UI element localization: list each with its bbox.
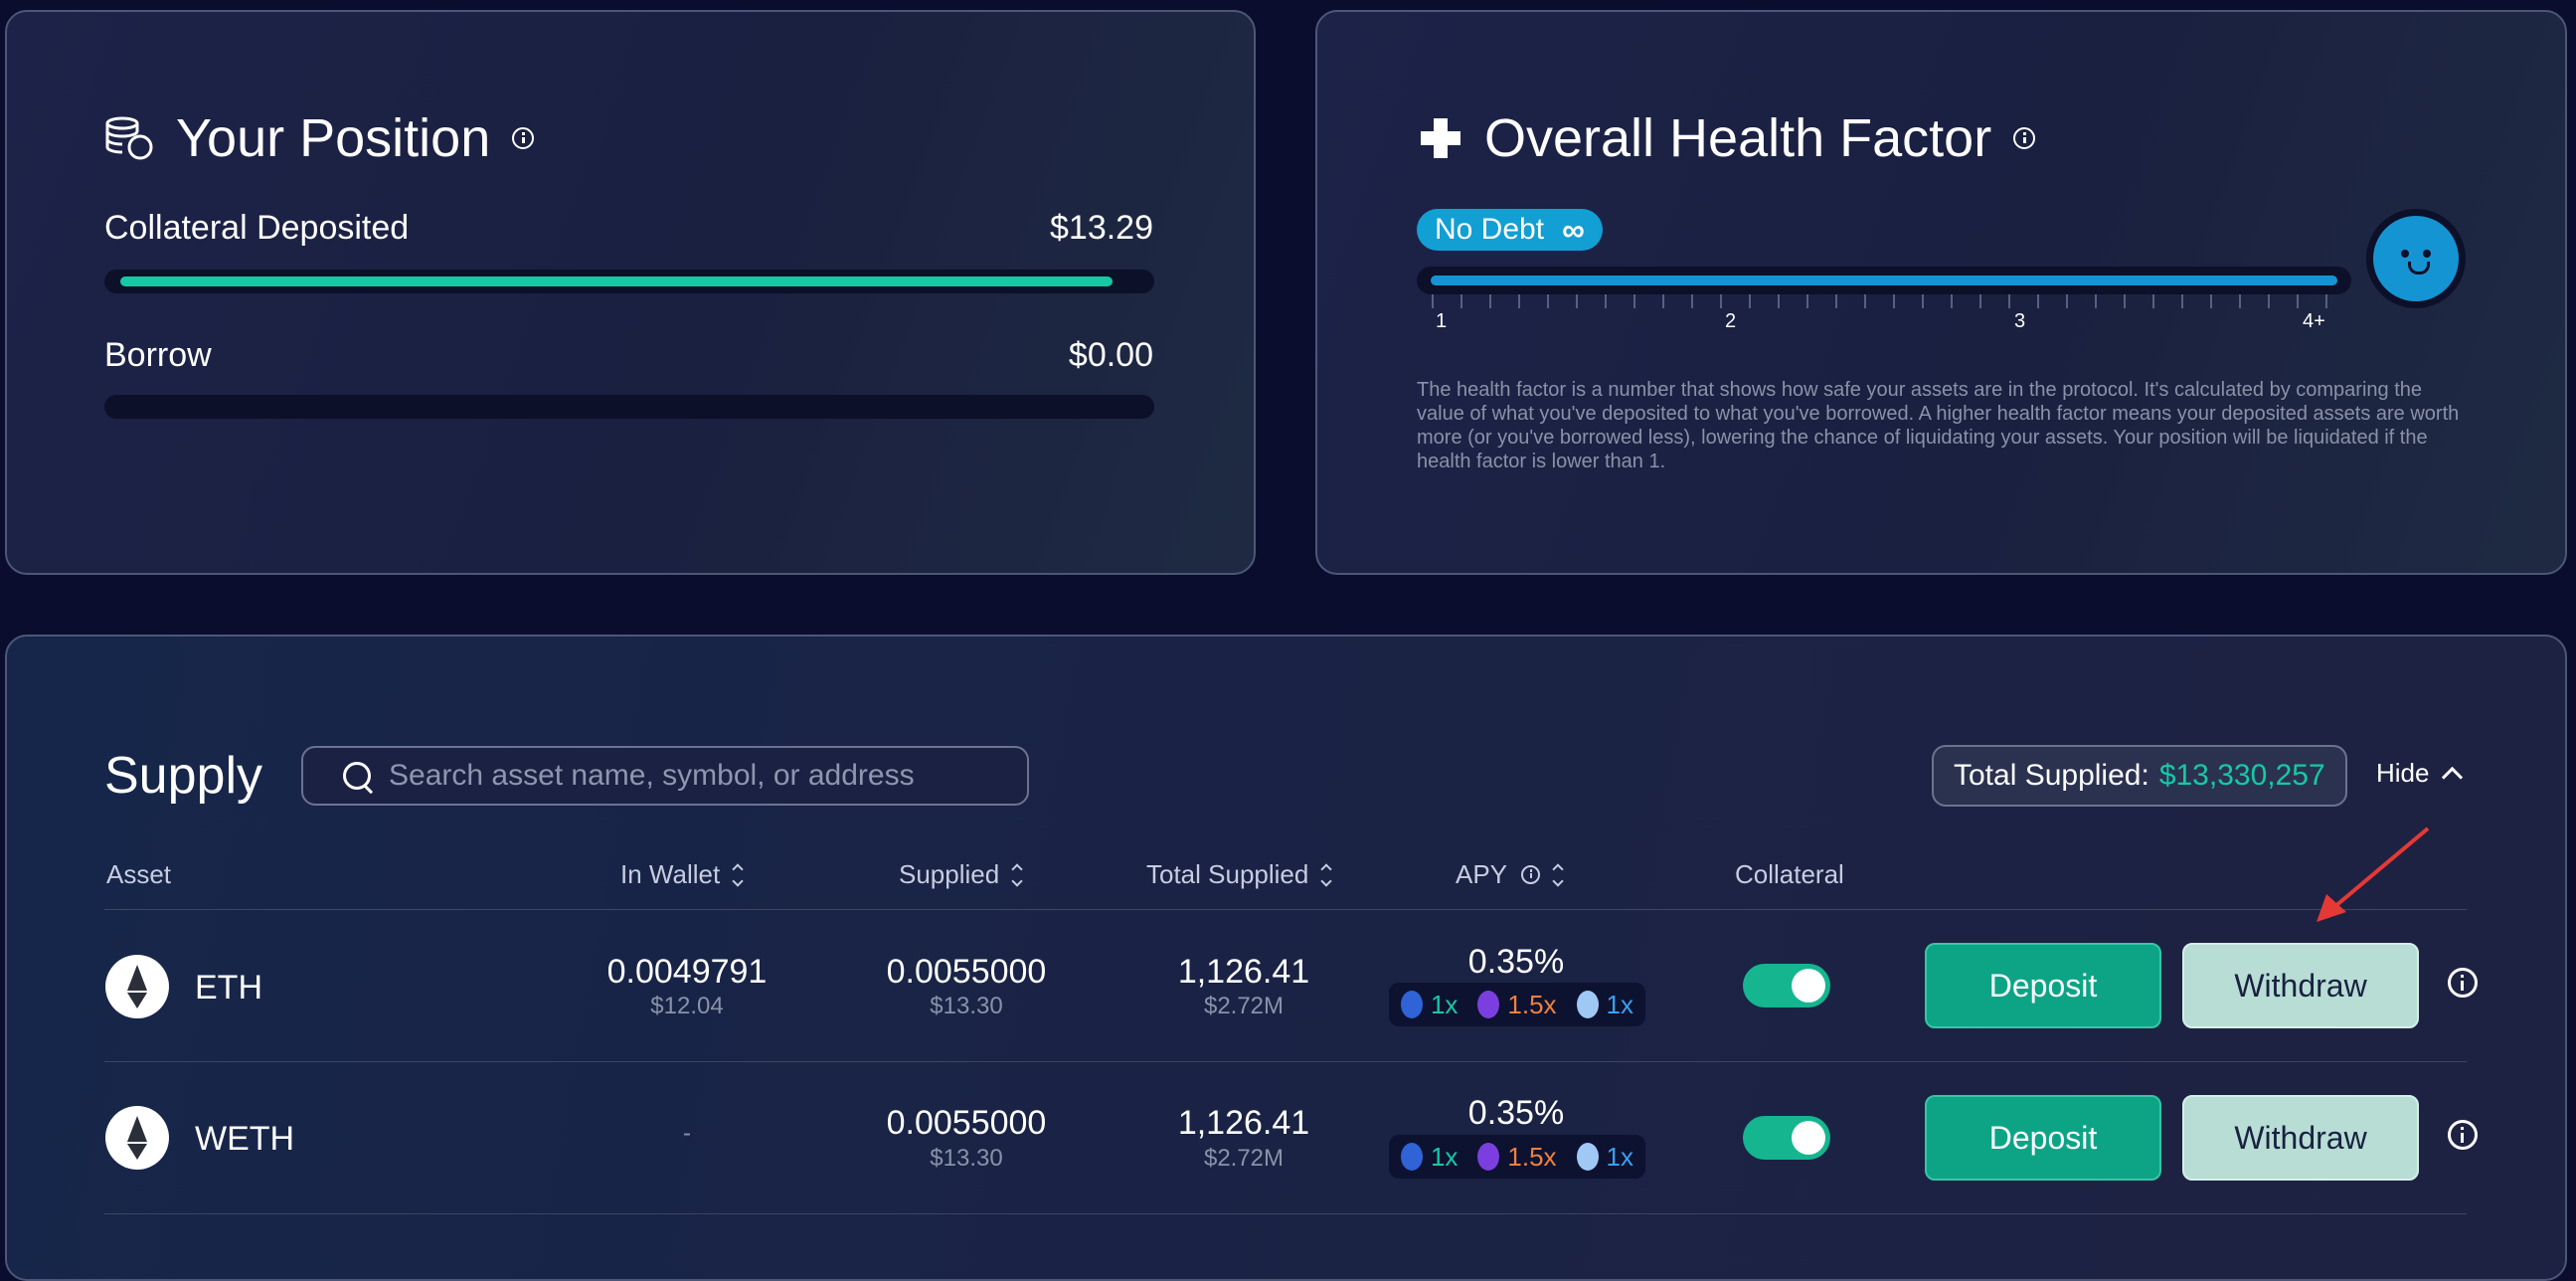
wallet-amount: 0.0049791 <box>606 953 768 991</box>
asset-name: WETH <box>195 1120 295 1158</box>
table-divider <box>104 1213 2467 1214</box>
health-header: Overall Health Factor <box>1419 107 2036 169</box>
sort-icon <box>1320 862 1333 887</box>
asset-name: ETH <box>195 969 262 1006</box>
hide-toggle[interactable]: Hide <box>2376 758 2464 789</box>
acs-points-icon <box>1477 991 1500 1018</box>
chevron-up-icon <box>2442 766 2464 789</box>
column-collateral-label: Collateral <box>1735 859 1844 889</box>
infinity-icon: ∞ <box>1562 211 1585 248</box>
boost-value: 1.5x <box>1507 989 1557 1019</box>
position-title: Your Position <box>176 108 491 168</box>
total-supplied-amount: 1,126.41 <box>1177 953 1310 991</box>
supplied-amount: 0.0055000 <box>886 953 1047 991</box>
acs-points-icon <box>1477 1143 1500 1171</box>
deposit-button[interactable]: Deposit <box>1925 1095 2161 1181</box>
boost-value: 1x <box>1430 989 1459 1019</box>
boost-value: 1x <box>1430 1141 1459 1172</box>
smiley-face-icon <box>2366 209 2466 308</box>
deposit-button[interactable]: Deposit <box>1925 943 2161 1028</box>
info-icon[interactable] <box>512 127 535 149</box>
search-input[interactable] <box>387 758 1007 794</box>
boost-value: 1x <box>1606 989 1633 1019</box>
coins-icon <box>105 116 153 160</box>
sort-icon <box>1011 862 1023 887</box>
column-asset: Asset <box>106 859 171 890</box>
borrow-label: Borrow <box>104 336 212 374</box>
health-title: Overall Health Factor <box>1484 108 1992 168</box>
apy-value: 0.35% <box>1467 943 1565 981</box>
supplied-usd: $13.30 <box>930 993 1003 1019</box>
total-supplied-value: $13,330,257 <box>2158 759 2325 792</box>
health-factor-bar <box>1417 267 2351 294</box>
boost-points-icon <box>1401 991 1423 1018</box>
column-supplied[interactable]: Supplied <box>899 859 1023 890</box>
boost-multipliers: 1x 1.5x 1x <box>1389 983 1645 1026</box>
column-apy-label: APY <box>1456 859 1508 889</box>
plus-icon <box>1421 118 1460 158</box>
table-divider <box>104 1061 2467 1062</box>
column-apy[interactable]: APY <box>1456 859 1564 890</box>
sort-icon <box>1552 862 1564 887</box>
collateral-toggle[interactable] <box>1743 1116 1830 1160</box>
column-asset-label: Asset <box>106 859 172 889</box>
total-supplied-label: Total Supplied: <box>1954 759 2149 792</box>
partner-points-icon <box>1576 1143 1599 1171</box>
supplied-amount: 0.0055000 <box>886 1104 1047 1142</box>
info-icon[interactable] <box>2448 1120 2478 1150</box>
boost-value: 1.5x <box>1507 1141 1557 1172</box>
column-supplied-label: Supplied <box>899 859 1000 889</box>
partner-points-icon <box>1576 991 1599 1018</box>
info-icon[interactable] <box>2013 127 2036 149</box>
table-divider <box>104 909 2467 910</box>
sort-icon <box>732 862 744 887</box>
total-supplied-amount: 1,126.41 <box>1177 1104 1310 1142</box>
column-total-supplied[interactable]: Total Supplied <box>1146 859 1333 890</box>
collateral-progress-bar <box>104 270 1154 293</box>
hide-label: Hide <box>2376 758 2430 788</box>
total-supplied-usd: $2.72M <box>1203 1145 1285 1172</box>
collateral-label: Collateral Deposited <box>104 209 410 247</box>
boost-points-icon <box>1401 1143 1423 1171</box>
annotation-arrow-icon <box>2317 826 2430 922</box>
apy-value: 0.35% <box>1467 1094 1565 1132</box>
scale-label-1: 1 <box>1436 310 1448 332</box>
position-header: Your Position <box>104 107 535 169</box>
total-supplied-badge: Total Supplied: $13,330,257 <box>1932 745 2347 807</box>
weth-logo-icon <box>105 1106 169 1170</box>
collateral-value: $13.29 <box>1050 209 1153 247</box>
column-total-supplied-label: Total Supplied <box>1146 859 1309 889</box>
info-icon[interactable] <box>2448 968 2478 998</box>
total-supplied-usd: $2.72M <box>1203 993 1285 1019</box>
boost-multipliers: 1x 1.5x 1x <box>1389 1135 1645 1179</box>
no-debt-label: No Debt <box>1435 213 1545 246</box>
search-icon <box>343 762 371 790</box>
scale-label-2: 2 <box>1725 310 1737 332</box>
supplied-usd: $13.30 <box>930 1145 1003 1172</box>
scale-label-4: 4+ <box>2303 310 2325 332</box>
health-factor-fill <box>1431 275 2337 285</box>
collateral-toggle[interactable] <box>1743 964 1830 1007</box>
borrow-progress-bar <box>104 395 1154 419</box>
health-factor-ticks <box>1432 294 2331 308</box>
info-icon[interactable] <box>1521 865 1541 884</box>
wallet-amount: - <box>683 1120 691 1147</box>
search-box[interactable] <box>301 746 1029 806</box>
withdraw-button[interactable]: Withdraw <box>2182 1095 2419 1181</box>
withdraw-button[interactable]: Withdraw <box>2182 943 2419 1028</box>
column-in-wallet-label: In Wallet <box>620 859 721 889</box>
health-factor-description: The health factor is a number that shows… <box>1417 379 2460 472</box>
scale-label-3: 3 <box>2014 310 2026 332</box>
collateral-progress-fill <box>120 276 1114 286</box>
supply-title: Supply <box>104 747 262 805</box>
wallet-usd: $12.04 <box>650 993 724 1019</box>
no-debt-badge: No Debt ∞ <box>1417 209 1603 251</box>
eth-logo-icon <box>105 955 169 1018</box>
column-in-wallet[interactable]: In Wallet <box>620 859 744 890</box>
column-collateral: Collateral <box>1735 859 1844 890</box>
borrow-value: $0.00 <box>1068 336 1153 374</box>
boost-value: 1x <box>1606 1141 1633 1172</box>
